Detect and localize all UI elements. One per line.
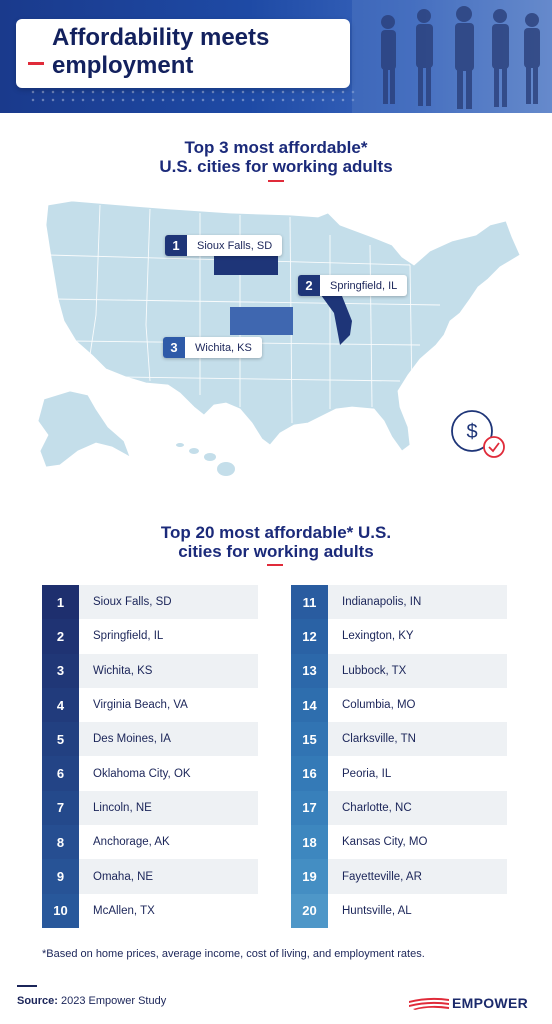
us-map: $ 1 Sioux Falls, SD 2 Springfield, IL 3 …	[0, 195, 552, 495]
ranking-row: 10 McAllen, TX	[42, 893, 258, 928]
logo-mark-icon	[409, 997, 449, 1010]
city-name: Springfield, IL	[93, 630, 164, 643]
city-name: Oklahoma City, OK	[93, 767, 191, 780]
city-name: Clarksville, TN	[328, 722, 507, 757]
ranking-row: 9 Omaha, NE	[42, 859, 258, 894]
map-label-city: Wichita, KS	[195, 341, 252, 354]
title-accent-dash	[28, 62, 44, 65]
map-label-3: 3 Wichita, KS	[163, 337, 262, 358]
rank-number: 20	[291, 893, 328, 928]
rank-number: 7	[42, 790, 79, 826]
ranking-row: 1 Sioux Falls, SD	[42, 585, 258, 620]
header-banner: Affordability meets employment	[0, 0, 552, 113]
city-name: Charlotte, NC	[328, 790, 507, 826]
south-dakota-highlight	[214, 255, 278, 275]
ranking-row: 8 Anchorage, AK	[42, 825, 258, 860]
city-name: Fayetteville, AR	[328, 859, 507, 894]
map-label-rank: 3	[163, 337, 185, 358]
map-label-1: 1 Sioux Falls, SD	[165, 235, 283, 256]
page-title: Affordability meets employment	[52, 24, 270, 79]
city-name: Des Moines, IA	[79, 722, 258, 757]
map-title-dash	[268, 180, 284, 182]
footnote: *Based on home prices, average income, c…	[42, 948, 425, 960]
city-name: Wichita, KS	[79, 653, 258, 688]
rank-number: 19	[291, 859, 328, 894]
ranking-row: 4 Virginia Beach, VA	[42, 687, 258, 723]
title-card: Affordability meets employment	[16, 19, 350, 88]
ranking-list-left: 1 Sioux Falls, SD 2 Springfield, IL 3 Wichita…	[42, 585, 258, 928]
ranking-row: 20 Huntsville, AL	[291, 893, 507, 928]
svg-text:$: $	[466, 421, 477, 443]
ranking-row: 17 Charlotte, NC	[291, 790, 507, 826]
table-title-dash	[267, 564, 283, 566]
city-name: Columbia, MO	[342, 699, 416, 712]
rank-number: 2	[42, 619, 79, 654]
money-check-icon: $	[451, 410, 505, 458]
ranking-row: 18 Kansas City, MO	[291, 825, 507, 860]
alaska-shape	[37, 390, 131, 468]
source-text: 2023 Empower Study	[61, 995, 167, 1007]
city-name: Lincoln, NE	[79, 790, 258, 826]
map-label-rank: 1	[165, 235, 187, 256]
rank-number: 11	[291, 585, 328, 620]
rank-number: 13	[291, 653, 328, 688]
source-divider	[17, 985, 37, 987]
ranking-row: 13 Lubbock, TX	[291, 653, 507, 688]
rank-number: 12	[291, 619, 328, 654]
ranking-row: 14 Columbia, MO	[291, 687, 507, 723]
ranking-row: 5 Des Moines, IA	[42, 722, 258, 757]
empower-logo: EMPOWER	[409, 994, 528, 1012]
map-label-2: 2 Springfield, IL	[298, 275, 408, 296]
rank-number: 3	[42, 653, 79, 688]
ranking-row: 12 Lexington, KY	[291, 619, 507, 654]
rank-number: 5	[42, 722, 79, 757]
rank-number: 16	[291, 756, 328, 791]
ranking-row: 3 Wichita, KS	[42, 653, 258, 688]
map-label-city: Springfield, IL	[330, 279, 398, 292]
city-name: Sioux Falls, SD	[79, 585, 258, 620]
business-people-photo	[352, 0, 552, 113]
source-label: Source:	[17, 995, 58, 1007]
ranking-row: 11 Indianapolis, IN	[291, 585, 507, 620]
rank-number: 4	[42, 687, 79, 723]
logo-wordmark: EMPOWER	[452, 995, 528, 1011]
rank-number: 15	[291, 722, 328, 757]
city-name: Huntsville, AL	[342, 904, 412, 917]
ranking-row: 6 Oklahoma City, OK	[42, 756, 258, 791]
rank-number: 1	[42, 585, 79, 620]
us-map-graphic: $	[37, 200, 521, 476]
rank-number: 10	[42, 893, 79, 928]
map-label-rank: 2	[298, 275, 320, 296]
map-label-city: Sioux Falls, SD	[197, 239, 273, 252]
decorative-dots	[28, 88, 358, 104]
rank-number: 6	[42, 756, 79, 791]
rank-number: 8	[42, 825, 79, 860]
city-name: Lexington, KY	[342, 630, 414, 643]
ranking-row: 7 Lincoln, NE	[42, 790, 258, 826]
ranking-list-right: 11 Indianapolis, IN 12 Lexington, KY 13 Lubbo…	[291, 585, 507, 928]
rank-number: 14	[291, 687, 328, 723]
ranking-row: 15 Clarksville, TN	[291, 722, 507, 757]
city-name: Lubbock, TX	[328, 653, 507, 688]
rank-number: 18	[291, 825, 328, 860]
kansas-highlight	[230, 307, 293, 335]
source-citation: Source: 2023 Empower Study	[17, 995, 166, 1007]
city-name: Virginia Beach, VA	[93, 699, 188, 712]
table-section-title: Top 20 most affordable* U.S. cities for …	[160, 523, 392, 561]
ranking-row: 2 Springfield, IL	[42, 619, 258, 654]
map-section-title: Top 3 most affordable* U.S. cities for w…	[159, 138, 393, 176]
city-name: Kansas City, MO	[342, 836, 428, 849]
illinois-highlight	[318, 291, 352, 345]
rank-number: 17	[291, 790, 328, 826]
rank-number: 9	[42, 859, 79, 894]
ranking-row: 16 Peoria, IL	[291, 756, 507, 791]
city-name: Indianapolis, IN	[328, 585, 507, 620]
city-name: McAllen, TX	[93, 904, 155, 917]
city-name: Peoria, IL	[342, 767, 392, 780]
city-name: Anchorage, AK	[93, 836, 170, 849]
city-name: Omaha, NE	[79, 859, 258, 894]
ranking-row: 19 Fayetteville, AR	[291, 859, 507, 894]
hawaii-shape	[176, 443, 235, 476]
